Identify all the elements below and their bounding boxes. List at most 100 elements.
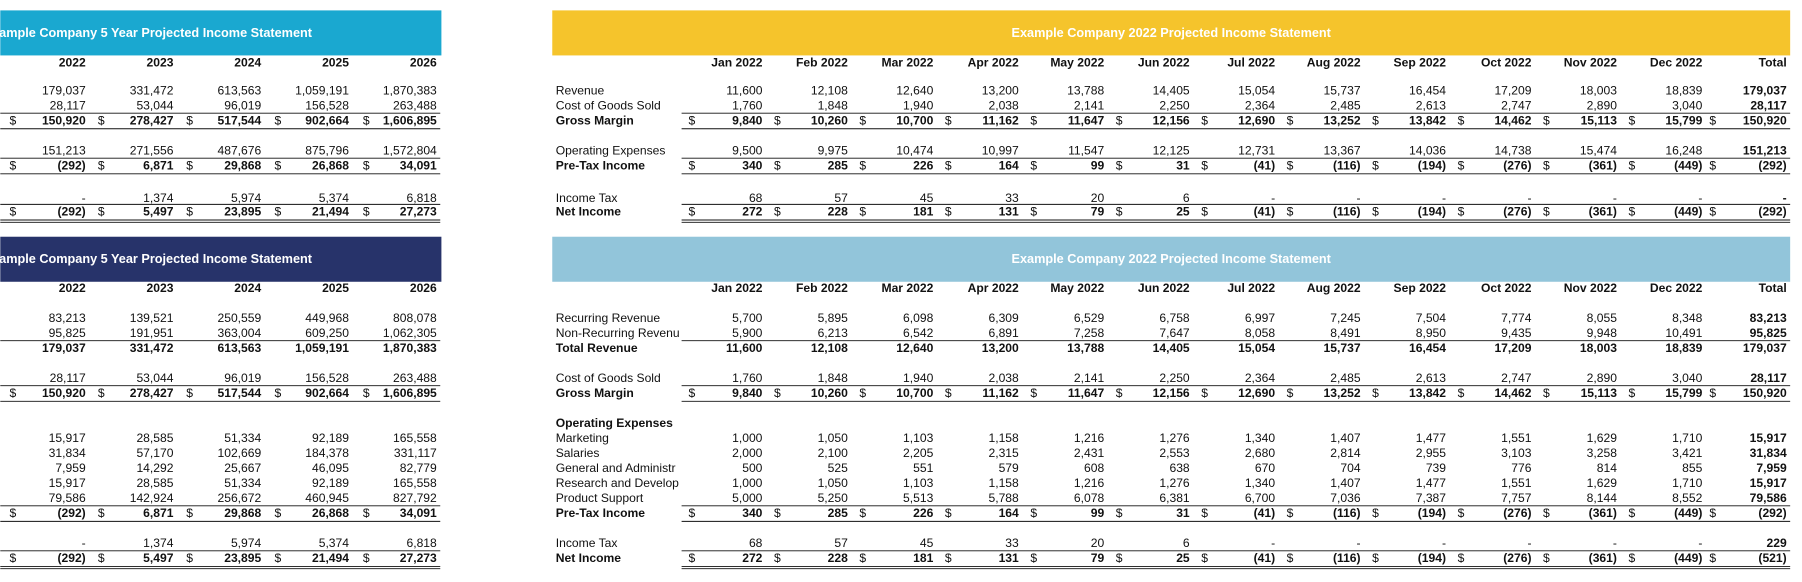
currency-sign: $ (1709, 506, 1716, 520)
cell-value: 5,374 (319, 536, 350, 550)
cell-value: - (1271, 191, 1275, 205)
currency-sign: $ (1287, 158, 1294, 172)
cell-value: 26,868 (312, 506, 349, 520)
cell-value: (449) (1674, 506, 1702, 520)
cell-value: 99 (1091, 158, 1105, 172)
cell-value: 12,108 (811, 341, 848, 355)
title-bar (552, 10, 1791, 56)
column-header: Feb 2022 (796, 56, 848, 70)
cell-value: 14,405 (1153, 83, 1190, 97)
cell-value: 5,900 (732, 326, 763, 340)
column-header: 2024 (234, 281, 261, 295)
cell-value: 3,040 (1672, 371, 1703, 385)
cell-value: 16,454 (1409, 83, 1446, 97)
cell-value: (41) (1254, 205, 1276, 219)
cell-value: 95,825 (49, 326, 86, 340)
cell-value: (449) (1674, 205, 1702, 219)
cell-value: 11,162 (982, 386, 1019, 400)
cell-value: 1,276 (1159, 476, 1190, 490)
cell-value: 79 (1091, 551, 1105, 565)
currency-sign: $ (1372, 205, 1379, 219)
cell-value: 26,868 (312, 158, 349, 172)
cell-value: 1,551 (1501, 476, 1532, 490)
currency-sign: $ (1372, 506, 1379, 520)
cell-value: 3,258 (1587, 446, 1618, 460)
cell-value: (116) (1333, 551, 1361, 565)
cell-value: 5,700 (732, 311, 763, 325)
cell-value: 29,868 (224, 158, 261, 172)
cell-value: 2,205 (903, 446, 934, 460)
currency-sign: $ (1287, 551, 1294, 565)
column-header: Oct 2022 (1481, 56, 1532, 70)
cell-value: 449,968 (305, 311, 349, 325)
cell-value: 6,871 (143, 506, 174, 520)
cell-value: 57 (834, 191, 848, 205)
cell-value: (292) (1758, 205, 1786, 219)
column-header: May 2022 (1050, 281, 1104, 295)
currency-sign: $ (1709, 158, 1716, 172)
cell-value: 1,059,191 (295, 341, 349, 355)
currency-sign: $ (1287, 205, 1294, 219)
cell-value: (116) (1333, 205, 1361, 219)
row-label: Operating Expenses (556, 143, 666, 157)
cell-value: 1,407 (1330, 476, 1361, 490)
cell-value: 2,680 (1245, 446, 1276, 460)
cell-value: 20 (1091, 536, 1105, 550)
cell-value: 11,162 (982, 113, 1019, 127)
cell-value: 5,895 (818, 311, 849, 325)
cell-value: 6,700 (1245, 491, 1276, 505)
cell-value: 139,521 (130, 311, 174, 325)
cell-value: 31 (1176, 506, 1190, 520)
cell-value: 1,760 (732, 98, 763, 112)
table-title: ample Company 5 Year Projected Income St… (0, 252, 313, 266)
cell-value: 15,917 (1750, 476, 1787, 490)
cell-value: 1,710 (1672, 431, 1703, 445)
cell-value: 25,667 (224, 461, 261, 475)
cell-value: 99 (1091, 506, 1105, 520)
cell-value: 102,669 (217, 446, 261, 460)
row-label: Total Revenue (556, 341, 638, 355)
cell-value: - (1527, 536, 1531, 550)
cell-value: 2,613 (1416, 98, 1447, 112)
cell-value: 6,997 (1245, 311, 1276, 325)
currency-sign: $ (945, 205, 952, 219)
row-label: Salaries (556, 446, 600, 460)
currency-sign: $ (1030, 158, 1037, 172)
currency-sign: $ (186, 113, 193, 127)
cell-value: 1,551 (1501, 431, 1532, 445)
cell-value: 18,839 (1665, 341, 1702, 355)
cell-value: 12,731 (1238, 143, 1275, 157)
cell-value: 2,250 (1159, 371, 1190, 385)
cell-value: 10,260 (811, 386, 848, 400)
cell-value: 5,513 (903, 491, 934, 505)
cell-value: 1,340 (1245, 476, 1276, 490)
currency-sign: $ (1287, 113, 1294, 127)
cell-value: 608 (1084, 461, 1104, 475)
column-header: Total (1759, 56, 1787, 70)
currency-sign: $ (1116, 205, 1123, 219)
currency-sign: $ (1030, 386, 1037, 400)
currency-sign: $ (1629, 506, 1636, 520)
cell-value: 2,814 (1330, 446, 1361, 460)
cell-value: (292) (57, 158, 85, 172)
cell-value: 7,258 (1074, 326, 1105, 340)
cell-value: 2,364 (1245, 371, 1276, 385)
cell-value: (194) (1418, 506, 1446, 520)
currency-sign: $ (186, 386, 193, 400)
cell-value: 8,491 (1330, 326, 1361, 340)
cell-value: 2,613 (1416, 371, 1447, 385)
row-label: Net Income (556, 205, 622, 219)
cell-value: 9,500 (732, 143, 763, 157)
cell-value: - (82, 191, 86, 205)
column-header: 2022 (59, 56, 86, 70)
cell-value: 12,156 (1153, 386, 1190, 400)
cell-value: 2,485 (1330, 371, 1361, 385)
cell-value: 6,758 (1159, 311, 1190, 325)
cell-value: 79 (1091, 205, 1105, 219)
currency-sign: $ (98, 386, 105, 400)
column-header: Jun 2022 (1138, 281, 1190, 295)
cell-value: 10,491 (1665, 326, 1702, 340)
cell-value: 2,315 (988, 446, 1019, 460)
currency-sign: $ (275, 551, 282, 565)
cell-value: 363,004 (217, 326, 261, 340)
